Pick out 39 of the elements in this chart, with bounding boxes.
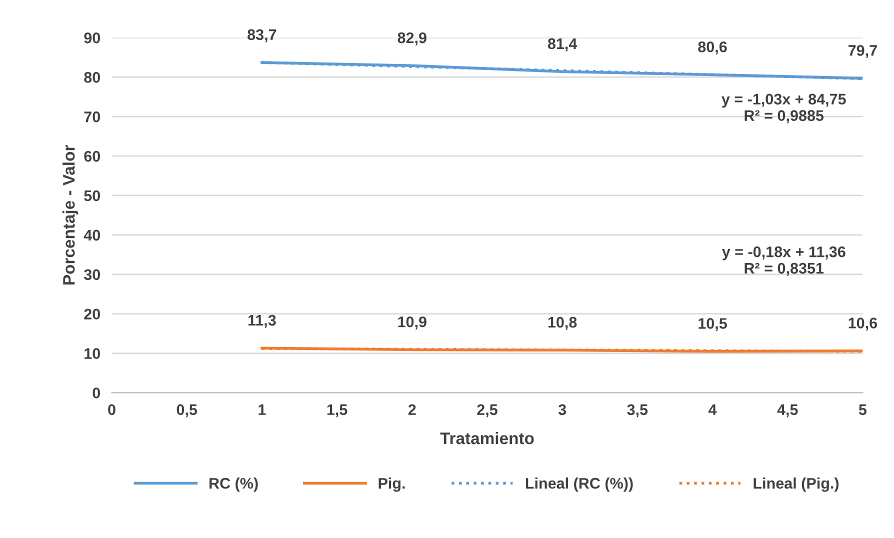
y-axis-title: Porcentaje - Valor (62, 145, 78, 284)
x-tick-label: 0 (108, 404, 116, 416)
y-tick-label: 40 (84, 230, 100, 241)
x-tick-label: 4,5 (777, 404, 798, 418)
data-label: 10,6 (848, 318, 878, 331)
x-tick-label: 2,5 (477, 404, 498, 418)
y-tick-label: 20 (84, 308, 100, 320)
x-tick-label: 3,5 (627, 404, 648, 418)
legend-label: RC (%) (210, 478, 258, 492)
x-tick-label: 4 (708, 404, 717, 415)
legend-label: Pig. (378, 478, 405, 492)
x-tick-label: 1 (258, 404, 266, 415)
x-tick-label: 1,5 (327, 404, 348, 418)
y-tick-label: 0 (92, 388, 100, 398)
data-label: 80,6 (698, 41, 727, 54)
x-tick-label: 2 (408, 404, 416, 415)
data-label: 11,3 (248, 314, 276, 328)
data-label: 10,8 (548, 316, 577, 330)
annotation: y = -1,03x + 84,75 R² = 0,9885 (722, 94, 846, 124)
y-tick-label: 60 (84, 150, 100, 162)
y-tick-label: 90 (84, 32, 100, 44)
annotation: y = -0,18x + 11,36 R² = 0,8351 (722, 246, 846, 276)
y-tick-label: 30 (84, 269, 100, 280)
x-tick-label: 3 (558, 404, 566, 416)
x-axis-title: Tratamiento (440, 432, 534, 444)
x-tick-label: 0,5 (176, 404, 198, 418)
y-tick-label: 50 (84, 190, 100, 202)
y-tick-label: 80 (84, 72, 100, 83)
data-label: 82,9 (398, 32, 426, 46)
y-tick-label: 10 (84, 348, 100, 359)
data-label: 81,4 (548, 38, 578, 52)
legend-label: Lineal (Pig.) (754, 478, 839, 492)
data-label: 10,9 (398, 316, 426, 330)
data-label: 10,5 (698, 318, 727, 332)
y-tick-label: 70 (84, 111, 100, 122)
data-label: 83,7 (248, 29, 276, 42)
data-label: 79,7 (848, 45, 877, 58)
x-tick-label: 5 (858, 404, 867, 416)
legend-label: Lineal (RC (%)) (526, 478, 633, 492)
